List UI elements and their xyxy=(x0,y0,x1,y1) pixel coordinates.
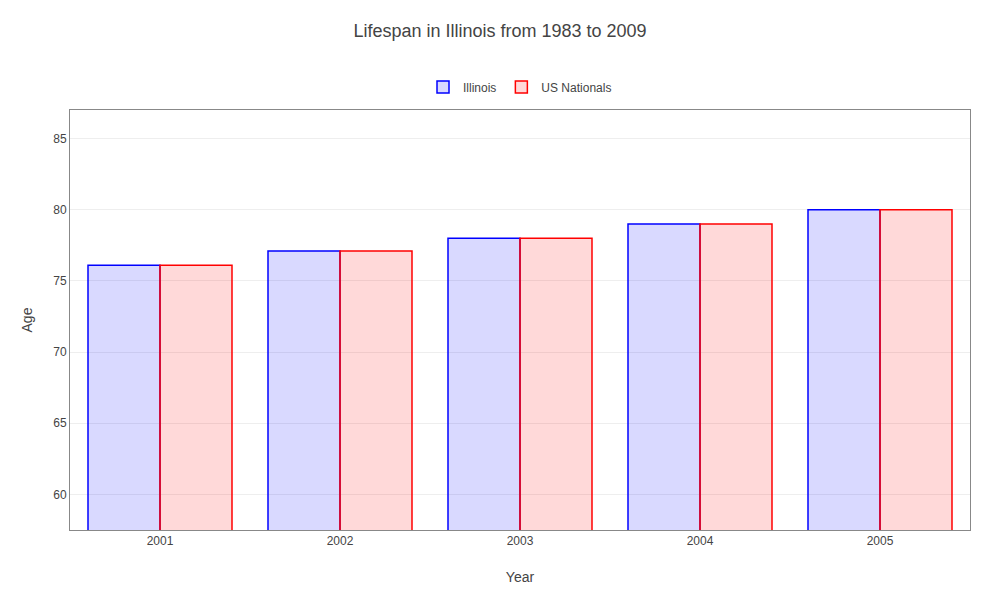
svg-text:Illinois: Illinois xyxy=(463,81,496,95)
svg-text:80: 80 xyxy=(53,203,67,217)
svg-text:Year: Year xyxy=(506,569,535,585)
svg-text:2003: 2003 xyxy=(507,534,534,548)
svg-text:Age: Age xyxy=(19,307,35,332)
svg-text:65: 65 xyxy=(53,416,67,430)
svg-text:75: 75 xyxy=(53,274,67,288)
svg-text:2004: 2004 xyxy=(687,534,714,548)
svg-text:70: 70 xyxy=(53,345,67,359)
svg-text:2001: 2001 xyxy=(147,534,174,548)
svg-text:2005: 2005 xyxy=(867,534,894,548)
svg-text:Lifespan in Illinois from 1983: Lifespan in Illinois from 1983 to 2009 xyxy=(353,21,646,41)
svg-text:60: 60 xyxy=(53,488,67,502)
svg-text:US Nationals: US Nationals xyxy=(541,81,611,95)
svg-text:2002: 2002 xyxy=(327,534,354,548)
svg-text:85: 85 xyxy=(53,132,67,146)
